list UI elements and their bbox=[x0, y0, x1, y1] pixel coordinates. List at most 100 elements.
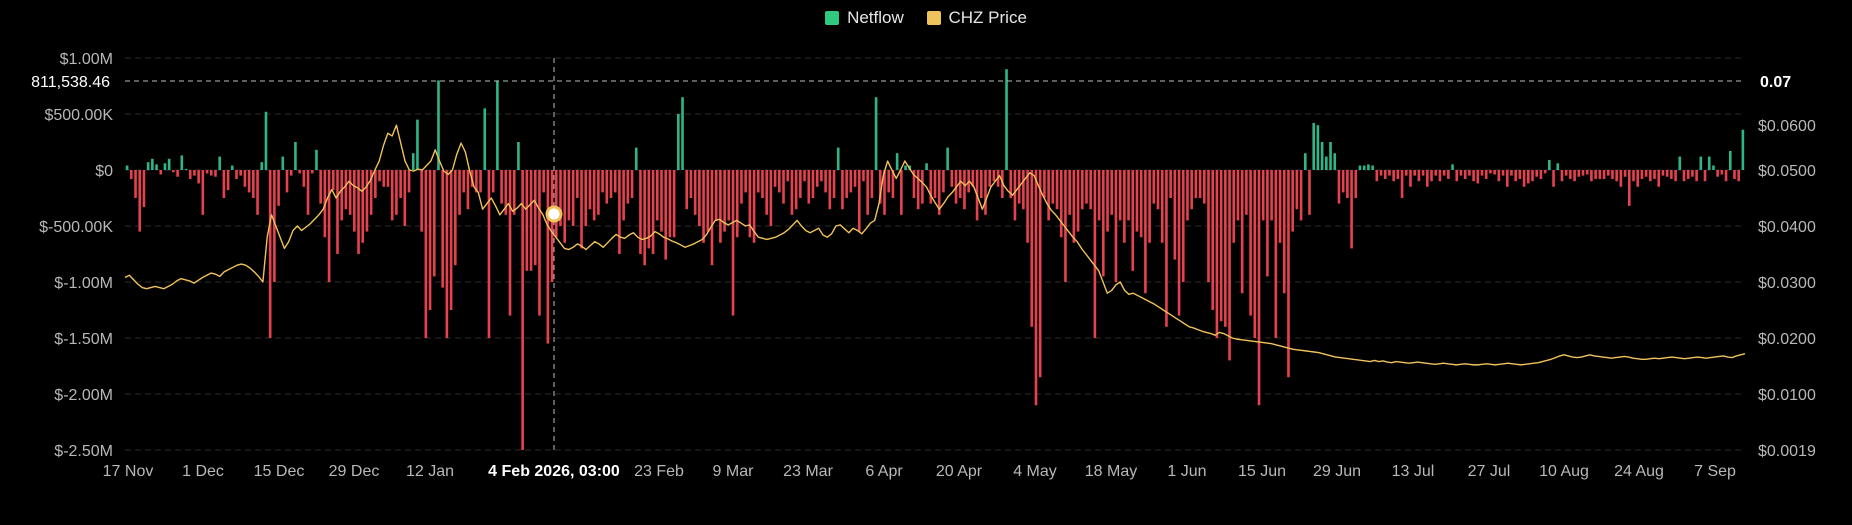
netflow-bar bbox=[1308, 170, 1311, 215]
y-left-tick-label: $-2.00M bbox=[54, 387, 113, 404]
netflow-bar bbox=[874, 97, 878, 170]
netflow-bar bbox=[723, 170, 726, 232]
netflow-bar bbox=[1514, 170, 1517, 182]
netflow-bar bbox=[710, 170, 714, 266]
legend-item-chz-price[interactable]: CHZ Price bbox=[926, 8, 1027, 28]
netflow-bar bbox=[386, 170, 390, 187]
netflow-bar bbox=[1299, 170, 1303, 221]
netflow-bar bbox=[424, 170, 428, 338]
netflow-bar bbox=[866, 170, 869, 215]
netflow-bar bbox=[285, 170, 289, 193]
netflow-bar bbox=[626, 170, 630, 204]
netflow-bar bbox=[1619, 170, 1623, 187]
netflow-bar bbox=[567, 170, 571, 221]
netflow-bar bbox=[239, 170, 243, 176]
netflow-bar bbox=[794, 170, 798, 210]
netflow-bar bbox=[437, 80, 440, 170]
netflow-bar bbox=[735, 170, 739, 238]
netflow-bar bbox=[601, 170, 604, 193]
netflow-bar bbox=[807, 170, 811, 204]
netflow-bar bbox=[845, 170, 848, 198]
netflow-bar bbox=[836, 147, 840, 170]
netflow-bar bbox=[765, 170, 768, 215]
y-left-tick-label: $0 bbox=[95, 163, 113, 180]
netflow-bar bbox=[428, 170, 432, 310]
netflow-bar bbox=[445, 170, 449, 338]
netflow-bar bbox=[634, 147, 638, 170]
netflow-bar bbox=[159, 170, 163, 175]
netflow-bar bbox=[1623, 170, 1627, 177]
netflow-bar bbox=[748, 170, 752, 238]
netflow-bar bbox=[1139, 170, 1143, 238]
netflow-bar bbox=[1261, 170, 1265, 221]
netflow-bar bbox=[883, 170, 886, 215]
netflow-bar bbox=[571, 170, 575, 226]
netflow-bar bbox=[1678, 156, 1682, 170]
netflow-bar bbox=[327, 170, 331, 282]
netflow-bar bbox=[1224, 170, 1227, 327]
netflow-bar bbox=[1152, 170, 1156, 204]
netflow-bar bbox=[1518, 170, 1522, 179]
netflow-bar bbox=[1737, 170, 1740, 182]
netflow-bar bbox=[1001, 170, 1004, 198]
netflow-bar bbox=[235, 170, 238, 179]
netflow-bar bbox=[1489, 170, 1492, 174]
x-tick-label: 17 Nov bbox=[103, 463, 154, 480]
netflow-bar bbox=[1585, 170, 1589, 175]
netflow-bar bbox=[963, 170, 966, 210]
netflow-bar bbox=[912, 170, 916, 198]
netflow-bar bbox=[310, 170, 314, 174]
netflow-bar bbox=[1552, 170, 1555, 187]
netflow-bar bbox=[1442, 170, 1446, 176]
netflow-bar bbox=[1379, 170, 1383, 176]
netflow-bar bbox=[622, 170, 625, 221]
netflow-bar bbox=[353, 170, 356, 232]
netflow-bar bbox=[151, 158, 154, 170]
y-left-tick-label: $-2.50M bbox=[54, 443, 113, 460]
netflow-bar bbox=[613, 170, 617, 193]
netflow-bar bbox=[1560, 170, 1564, 182]
netflow-bar bbox=[550, 170, 554, 282]
netflow-bar bbox=[706, 170, 710, 232]
netflow-bar bbox=[462, 170, 466, 193]
netflow-bar bbox=[1295, 170, 1299, 210]
netflow-bar bbox=[1733, 170, 1736, 179]
netflow-bar bbox=[605, 170, 609, 204]
netflow-bar bbox=[1097, 170, 1101, 221]
netflow-bar bbox=[1548, 159, 1551, 170]
netflow-bar bbox=[1484, 170, 1488, 179]
netflow-bar bbox=[512, 170, 516, 215]
price-line bbox=[124, 124, 1746, 366]
x-tick-label: 10 Aug bbox=[1539, 463, 1589, 480]
netflow-bar bbox=[1316, 125, 1320, 170]
netflow-bar bbox=[1535, 170, 1539, 177]
netflow-bar bbox=[281, 156, 285, 170]
netflow-bar bbox=[1392, 170, 1395, 182]
netflow-bar bbox=[1160, 170, 1164, 243]
netflow-bar bbox=[971, 170, 975, 187]
grid-lines bbox=[125, 57, 1745, 451]
netflow-bar bbox=[618, 170, 621, 254]
netflow-bar bbox=[1245, 170, 1248, 215]
netflow-bar bbox=[887, 170, 891, 193]
netflow-bar bbox=[1076, 170, 1080, 232]
x-tick-label: 23 Mar bbox=[783, 463, 833, 480]
netflow-bar bbox=[1009, 170, 1013, 198]
netflow-bar bbox=[432, 170, 436, 277]
y-right-tick-label: $0.0019 bbox=[1758, 443, 1816, 460]
netflow-bar bbox=[1480, 170, 1484, 176]
netflow-bar bbox=[243, 170, 247, 187]
legend-item-netflow[interactable]: Netflow bbox=[825, 8, 904, 28]
netflow-bar bbox=[1707, 156, 1711, 170]
netflow-bar bbox=[1455, 170, 1459, 182]
netflow-bar bbox=[1156, 170, 1160, 210]
netflow-bar bbox=[820, 170, 823, 182]
netflow-bar bbox=[1703, 170, 1707, 182]
netflow-bar bbox=[1350, 170, 1353, 249]
netflow-bar bbox=[1173, 170, 1177, 260]
netflow-bar bbox=[302, 170, 306, 187]
netflow-bar bbox=[209, 170, 213, 176]
legend-label-netflow: Netflow bbox=[847, 8, 904, 27]
netflow-bar bbox=[167, 158, 171, 170]
